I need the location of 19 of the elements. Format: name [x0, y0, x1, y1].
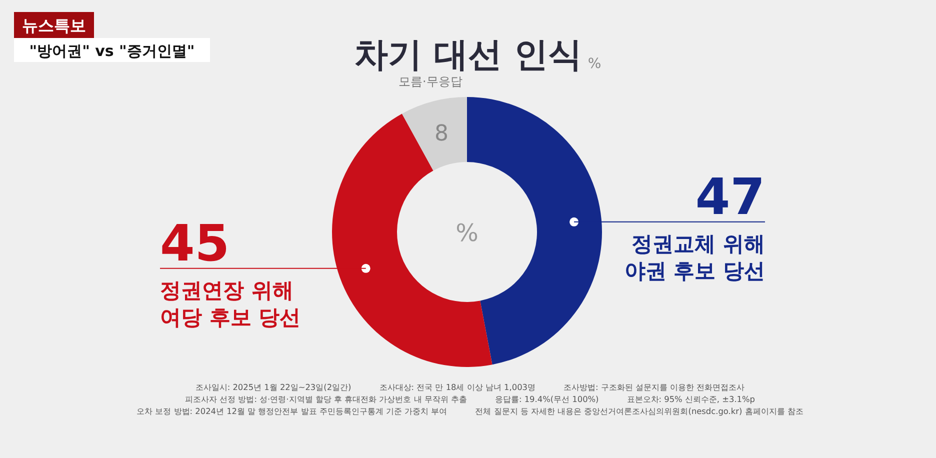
data-label: 8: [434, 122, 449, 147]
text: 피조사자 선정 방법: 성·연령·지역별 할당 후 휴대전화 가상번호 내 무작위 추출: [184, 393, 467, 405]
chart-title: 차기 대선 인식: [354, 35, 582, 75]
text: 뉴스특보: [22, 16, 86, 35]
text: %: [456, 219, 478, 247]
text: 오차 보정 방법: 2024년 12월 말 행정안전부 발표 주민등록인구통계 기준 가중치 부여: [136, 405, 448, 417]
text: "방어권" vs "증거인멸": [29, 42, 195, 60]
text: 응답률: 19.4%(무선 100%): [494, 393, 599, 405]
text: 조사대상: 전국 만 18세 이상 남녀 1,003명: [379, 381, 536, 393]
text: 조사일시: 2025년 1월 22일~23일(2일간): [195, 381, 352, 393]
data-label: 47: [695, 168, 765, 226]
data-label: 45: [160, 214, 230, 272]
slice-label: 정권교체 위해 야권 후보 당선: [624, 232, 765, 283]
text: 조사방법: 구조화된 설문지를 이용한 전화면접조사: [563, 381, 745, 393]
slice-label: 정권연장 위해 여당 후보 당선: [160, 278, 301, 330]
text: 표본오차: 95% 신뢰수준, ±3.1%p: [626, 393, 755, 405]
text: 전체 질문지 등 자세한 내용은 중앙선거여론조사심의위원회(nesdc.go.kr) 홈페이지를 참조: [475, 405, 804, 417]
slice-label: 모름·무응답: [398, 74, 462, 89]
chart-subtitle: %: [588, 56, 602, 72]
